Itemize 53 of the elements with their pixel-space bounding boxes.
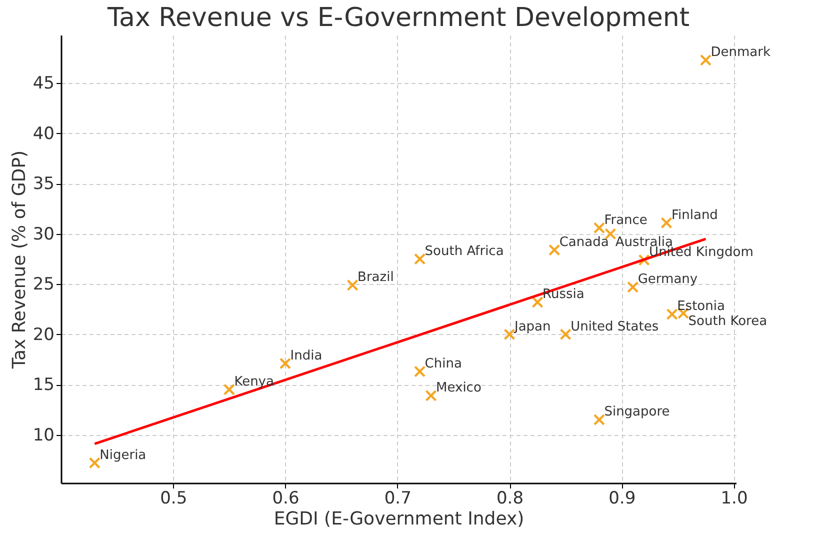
y-tick-label: 15 [32, 375, 54, 396]
annotation: Brazil [358, 270, 394, 286]
point [346, 279, 358, 291]
point [223, 384, 236, 396]
chart-title: Tax Revenue vs E-Government Development [106, 3, 690, 33]
point [660, 216, 672, 229]
point [638, 254, 650, 266]
annotation: India [290, 348, 322, 364]
annotation: Canada [559, 234, 609, 250]
point [560, 328, 572, 340]
annotation: Denmark [710, 45, 771, 60]
x-tick-label: 1.0 [720, 488, 748, 508]
annotation: South Korea [688, 314, 768, 330]
point [548, 244, 560, 256]
point [627, 281, 639, 293]
x-tick-label: 0.9 [608, 488, 636, 508]
annotation: Japan [514, 319, 551, 334]
point [532, 296, 544, 308]
point [88, 457, 100, 469]
annotation: Kenya [234, 374, 274, 390]
y-tick-label: 30 [32, 224, 54, 244]
point [593, 414, 606, 426]
annotation: Nigeria [100, 448, 146, 463]
x-tick-label: 0.5 [160, 488, 188, 508]
annotation: France [604, 212, 648, 228]
point [414, 366, 426, 378]
y-tick-label: 40 [32, 124, 54, 144]
y-tick-label: 35 [32, 174, 54, 194]
annotation: Estonia [677, 299, 725, 314]
point [666, 308, 678, 320]
point [425, 390, 437, 402]
y-tick-label: 45 [32, 74, 54, 94]
x-tick-label: 0.8 [496, 488, 524, 508]
annotation: Singapore [604, 404, 670, 420]
annotation: Finland [671, 208, 718, 223]
annotation: Mexico [436, 380, 482, 396]
point [279, 358, 292, 370]
annotation: South Africa [424, 244, 504, 259]
y-axis-title: Tax Revenue (% of GDP) [8, 150, 30, 370]
y-tick-label: 10 [32, 425, 54, 446]
annotation: China [424, 356, 462, 372]
annotation: United States [570, 319, 659, 334]
annotation: Russia [542, 287, 584, 302]
point [504, 328, 516, 340]
annotation: Germany [638, 272, 698, 288]
point [593, 222, 606, 234]
x-axis-title: EGDI (E-Government Index) [274, 508, 524, 530]
x-tick-label: 0.7 [384, 488, 412, 508]
point [414, 253, 426, 265]
y-tick-label: 25 [32, 274, 54, 295]
x-tick-label: 0.6 [272, 488, 300, 508]
point [700, 54, 712, 66]
y-tick-label: 20 [32, 324, 54, 345]
